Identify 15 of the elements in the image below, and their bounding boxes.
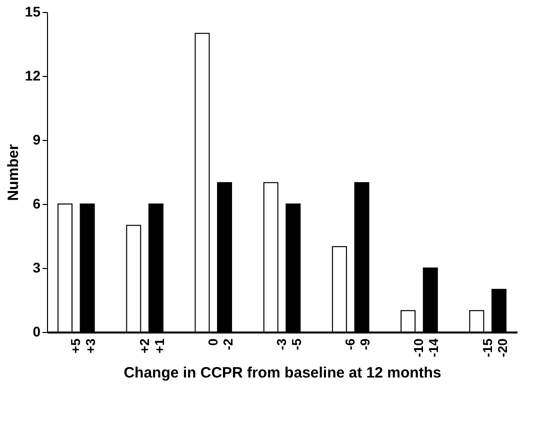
x-tick-label: +5 +3 — [68, 338, 98, 354]
y-tick-label: 6 — [32, 196, 41, 212]
y-tick-label: 3 — [32, 260, 41, 276]
y-tick-label: 12 — [24, 68, 41, 84]
x-axis-title: Change in CCPR from baseline at 12 months — [124, 364, 442, 382]
x-tick-label: 0 -2 — [205, 338, 236, 350]
x-tick-label: +2 +1 — [136, 338, 167, 354]
x-tick-label: -6 -9 — [342, 338, 373, 350]
x-tick-label: -3 -5 — [274, 338, 304, 350]
y-axis-title: Number — [4, 144, 22, 201]
y-tick-label: 15 — [24, 4, 41, 20]
y-tick-label: 0 — [32, 324, 41, 340]
x-tick-label: -10 -14 — [411, 338, 442, 358]
x-tick-label: -15 -20 — [480, 338, 510, 358]
y-tick-label: 9 — [32, 132, 41, 148]
